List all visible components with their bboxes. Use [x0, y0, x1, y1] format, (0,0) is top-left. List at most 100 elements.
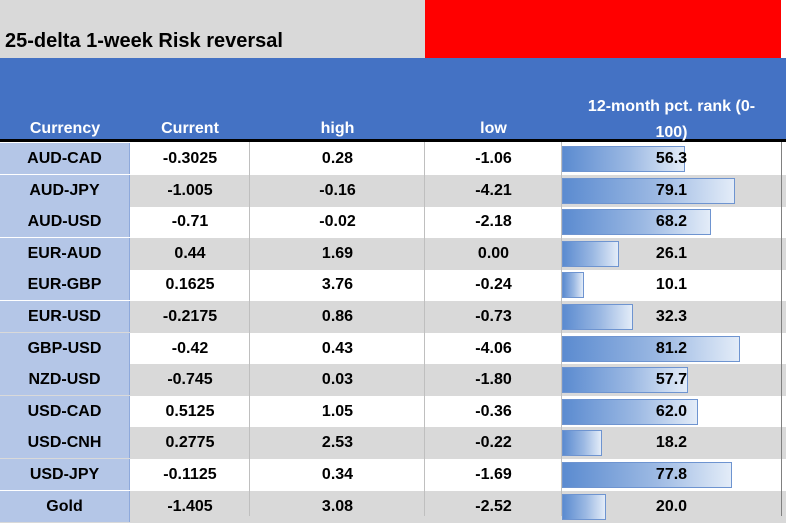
- table-header-row: Currency Current high low 12-month pct. …: [0, 58, 786, 142]
- current-cell[interactable]: -0.42: [171, 339, 209, 357]
- rank-databar: [562, 367, 689, 394]
- low-cell[interactable]: -0.24: [475, 276, 512, 294]
- current-cell[interactable]: -0.2175: [162, 308, 218, 325]
- column-divider: [561, 142, 562, 516]
- rank-value: 18.2: [655, 434, 688, 452]
- currency-cell[interactable]: NZD-USD: [0, 364, 130, 396]
- header-currency[interactable]: Currency: [29, 120, 101, 137]
- current-cell[interactable]: -0.745: [167, 371, 213, 389]
- table-row: AUD-USD -0.71 -0.02 -2.18 68.2: [0, 206, 786, 238]
- low-cell[interactable]: -1.80: [475, 371, 512, 389]
- high-cell[interactable]: -0.16: [319, 181, 356, 199]
- table-row: EUR-USD -0.2175 0.86 -0.73 32.3: [0, 301, 786, 333]
- currency-cell[interactable]: EUR-USD: [0, 301, 130, 332]
- rank-databar: [562, 272, 585, 299]
- high-cell[interactable]: 1.05: [321, 402, 354, 420]
- current-cell[interactable]: -0.3025: [162, 150, 218, 167]
- rank-value: 10.1: [655, 276, 688, 294]
- low-cell[interactable]: -0.73: [475, 308, 512, 325]
- rank-cell[interactable]: 32.3: [562, 301, 781, 332]
- low-cell[interactable]: -0.36: [475, 402, 512, 420]
- rank-value: 57.7: [655, 371, 688, 389]
- currency-cell[interactable]: EUR-GBP: [0, 269, 130, 301]
- high-cell[interactable]: 0.43: [321, 339, 354, 357]
- currency-cell[interactable]: USD-CAD: [0, 395, 130, 427]
- rank-cell[interactable]: 68.2: [562, 206, 781, 237]
- current-cell[interactable]: -1.405: [167, 497, 213, 515]
- low-cell[interactable]: 0.00: [477, 244, 510, 262]
- currency-cell[interactable]: EUR-AUD: [0, 237, 130, 269]
- current-cell[interactable]: -0.1125: [163, 466, 217, 483]
- red-fill-cell[interactable]: [425, 0, 781, 58]
- low-cell[interactable]: -4.06: [475, 339, 512, 357]
- high-cell[interactable]: 1.69: [321, 244, 354, 262]
- rank-cell[interactable]: 26.1: [562, 238, 781, 269]
- low-cell[interactable]: -1.06: [475, 150, 512, 167]
- current-cell[interactable]: -1.005: [167, 181, 213, 199]
- rank-databar: [562, 146, 686, 172]
- current-cell[interactable]: 0.5125: [165, 402, 215, 420]
- rank-cell[interactable]: 79.1: [562, 175, 781, 206]
- rank-value: 20.0: [655, 497, 688, 515]
- rank-value: 77.8: [655, 466, 688, 483]
- currency-cell[interactable]: AUD-USD: [0, 206, 130, 238]
- table-row: USD-CNH 0.2775 2.53 -0.22 18.2: [0, 427, 786, 460]
- high-cell[interactable]: 0.86: [321, 308, 354, 325]
- high-cell[interactable]: -0.02: [319, 213, 356, 231]
- table-row: Gold -1.405 3.08 -2.52 20.0: [0, 490, 786, 523]
- current-cell[interactable]: 0.2775: [165, 434, 215, 452]
- high-cell[interactable]: 0.03: [321, 371, 354, 389]
- high-cell[interactable]: 3.76: [321, 276, 354, 294]
- rank-cell[interactable]: 77.8: [562, 459, 781, 490]
- rank-databar: [562, 462, 733, 488]
- rank-cell[interactable]: 56.3: [562, 143, 781, 174]
- column-divider: [249, 142, 250, 516]
- header-current[interactable]: Current: [161, 120, 219, 137]
- table-right-border: [781, 142, 782, 516]
- low-cell[interactable]: -2.52: [475, 497, 512, 515]
- header-rank-line1: 12-month pct. rank (0-: [587, 98, 756, 115]
- column-divider: [424, 142, 425, 516]
- low-cell[interactable]: -0.22: [475, 434, 512, 452]
- high-cell[interactable]: 0.28: [321, 150, 354, 167]
- header-rank[interactable]: 12-month pct. rank (0- 100): [562, 94, 781, 146]
- low-cell[interactable]: -1.69: [475, 466, 512, 483]
- table-row: USD-JPY -0.1125 0.34 -1.69 77.8: [0, 459, 786, 491]
- low-cell[interactable]: -4.21: [475, 181, 512, 199]
- rank-value: 68.2: [655, 213, 688, 231]
- table-row: EUR-GBP 0.1625 3.76 -0.24 10.1: [0, 269, 786, 301]
- title-cell[interactable]: 25-delta 1-week Risk reversal: [0, 0, 425, 58]
- rank-databar: [562, 304, 633, 330]
- header-high[interactable]: high: [320, 120, 355, 137]
- rank-cell[interactable]: 81.2: [562, 333, 781, 364]
- currency-cell[interactable]: Gold: [0, 490, 130, 522]
- table-row: USD-CAD 0.5125 1.05 -0.36 62.0: [0, 395, 786, 428]
- table-row: EUR-AUD 0.44 1.69 0.00 26.1: [0, 237, 786, 270]
- table-row: NZD-USD -0.745 0.03 -1.80 57.7: [0, 364, 786, 397]
- rank-cell[interactable]: 18.2: [562, 427, 781, 458]
- currency-cell[interactable]: USD-CNH: [0, 427, 130, 459]
- rank-value: 32.3: [655, 308, 688, 325]
- high-cell[interactable]: 2.53: [321, 434, 354, 452]
- rank-databar: [562, 398, 698, 425]
- rank-value: 81.2: [655, 339, 688, 357]
- current-cell[interactable]: 0.44: [174, 244, 206, 262]
- rank-cell[interactable]: 20.0: [562, 491, 781, 522]
- current-cell[interactable]: 0.1625: [165, 276, 215, 294]
- rank-cell[interactable]: 10.1: [562, 269, 781, 300]
- current-cell[interactable]: -0.71: [171, 213, 209, 231]
- rank-databar: [562, 177, 736, 204]
- low-cell[interactable]: -2.18: [475, 213, 512, 231]
- rank-cell[interactable]: 62.0: [562, 396, 781, 427]
- high-cell[interactable]: 3.08: [321, 497, 354, 515]
- currency-cell[interactable]: AUD-JPY: [0, 174, 130, 206]
- rank-cell[interactable]: 57.7: [562, 364, 781, 395]
- currency-cell[interactable]: AUD-CAD: [0, 143, 130, 174]
- header-low[interactable]: low: [480, 120, 507, 137]
- table-row: AUD-CAD -0.3025 0.28 -1.06 56.3: [0, 143, 786, 175]
- rank-value: 56.3: [655, 150, 688, 167]
- currency-cell[interactable]: GBP-USD: [0, 332, 130, 364]
- currency-cell[interactable]: USD-JPY: [0, 459, 130, 490]
- high-cell[interactable]: 0.34: [321, 466, 354, 483]
